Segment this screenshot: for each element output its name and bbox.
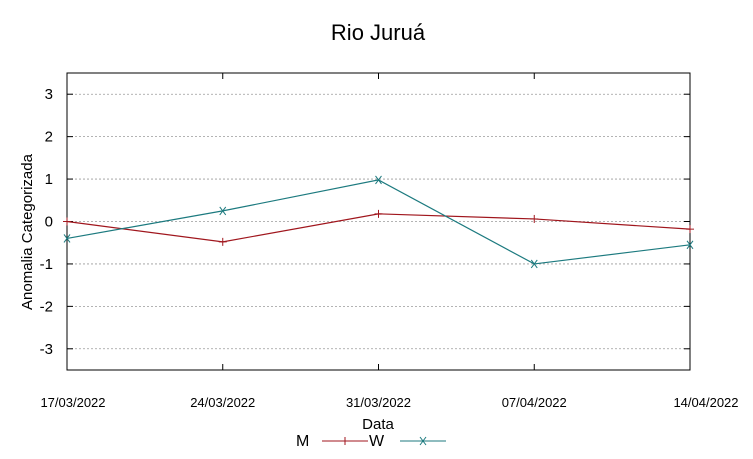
xtick-label: 07/04/2022 <box>502 395 567 410</box>
xtick-label: 24/03/2022 <box>190 395 255 410</box>
ytick-label: -1 <box>40 256 53 273</box>
legend-marker-w <box>419 436 427 446</box>
data-point-m <box>686 225 694 234</box>
series-line-w <box>66 179 691 265</box>
y-axis-label: Anomalia Categorizada <box>19 153 36 310</box>
data-point-w <box>219 206 227 216</box>
legend-label-m: M <box>296 433 309 450</box>
xtick-label: 17/03/2022 <box>40 395 105 410</box>
data-point-w <box>375 175 382 185</box>
legend-label-w: W <box>369 433 385 450</box>
data-point-w <box>530 259 538 269</box>
ytick-label: 1 <box>45 171 53 188</box>
ytick-label: 3 <box>45 86 53 103</box>
chart-title: Rio Juruá <box>331 20 426 45</box>
ytick-label: 2 <box>45 129 53 146</box>
ytick-label: -3 <box>40 341 53 358</box>
data-point-m <box>530 214 539 223</box>
data-point-w <box>686 240 694 250</box>
series-line-m <box>66 213 691 243</box>
data-point-m <box>374 209 383 218</box>
data-point-m <box>218 237 227 246</box>
legend: M W <box>296 433 446 450</box>
data-point-w <box>63 234 71 243</box>
y-axis-ticks: 3 2 1 0 -1 -2 -3 <box>40 86 690 358</box>
legend-marker-m <box>341 437 349 445</box>
ytick-label: -2 <box>40 298 53 315</box>
x-axis-label: Data <box>362 416 394 433</box>
data-point-m <box>63 217 71 226</box>
xtick-label: 14/04/2022 <box>673 395 738 410</box>
xtick-label: 31/03/2022 <box>346 395 411 410</box>
x-axis-ticks: 17/03/2022 24/03/2022 31/03/2022 07/04/2022… <box>40 73 739 410</box>
ytick-label: 0 <box>45 214 53 231</box>
series-lines <box>63 175 694 269</box>
